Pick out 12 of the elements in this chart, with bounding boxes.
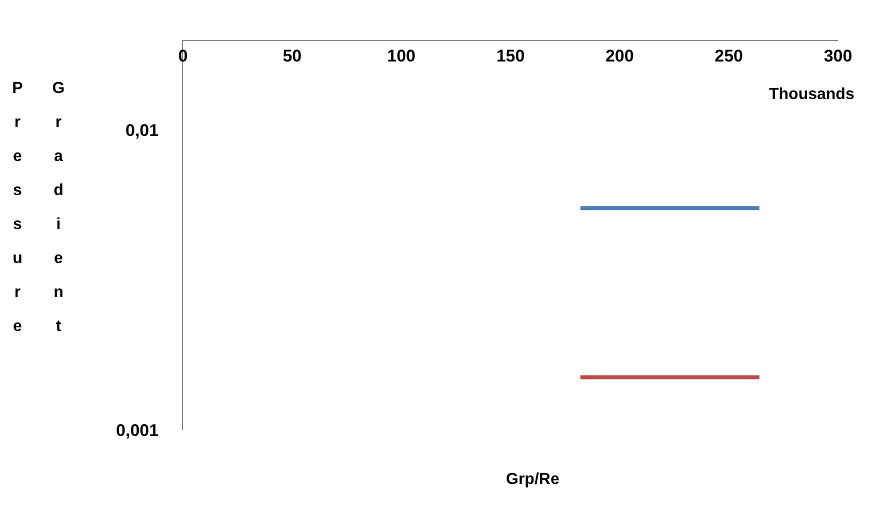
x-tick-label: 200 xyxy=(605,46,634,66)
y-tick-label: 0,01 xyxy=(126,121,159,140)
x-tick-label: 50 xyxy=(282,46,302,66)
x-tick-label: 100 xyxy=(387,46,416,66)
y-tick-label: 0,001 xyxy=(116,420,159,440)
x-axis-title: Grp/Re xyxy=(506,471,560,488)
x-tick-label: 0 xyxy=(178,46,188,66)
x-tick-label: 150 xyxy=(496,46,525,66)
x-tick-label: 250 xyxy=(714,46,744,66)
x-tick-label: 300 xyxy=(824,46,852,66)
text: Pressure Gradient xyxy=(9,80,67,352)
annotation: Thousands xyxy=(769,86,854,103)
